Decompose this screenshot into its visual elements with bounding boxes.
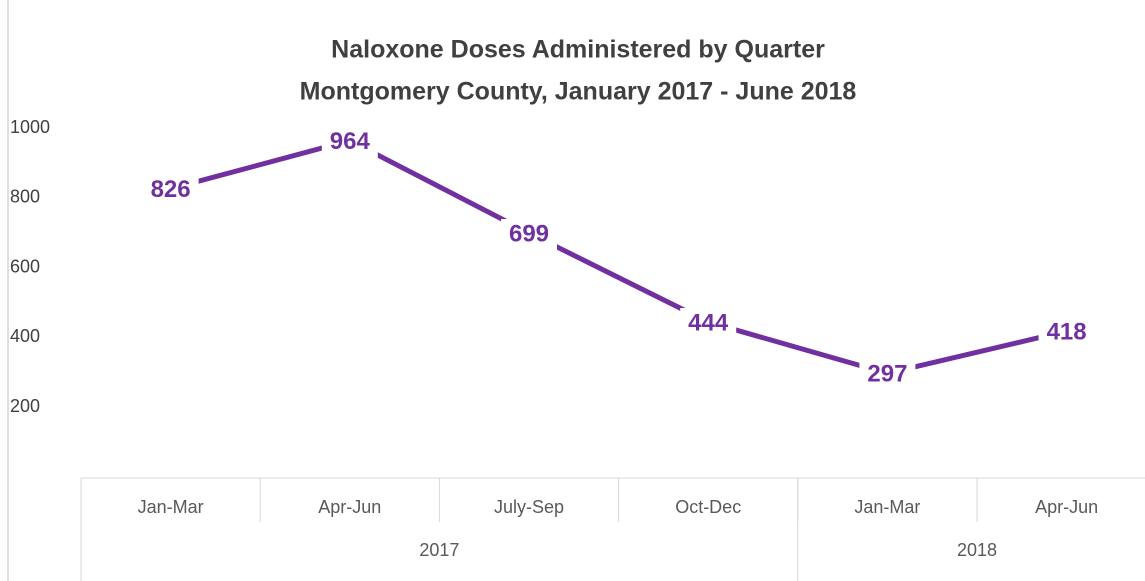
group-label: 2017: [419, 540, 459, 560]
label-background: [680, 308, 737, 341]
label-background: [1038, 317, 1095, 350]
data-label: 964: [330, 128, 371, 155]
label-background: [321, 126, 378, 159]
data-label: 826: [151, 176, 191, 203]
x-tick-label: July-Sep: [494, 497, 564, 517]
data-line: [169, 138, 1068, 376]
chart-title: Naloxone Doses Administered by Quarter: [331, 36, 825, 64]
data-label: 444: [688, 309, 729, 336]
group-label: 2018: [957, 540, 997, 560]
data-label: 699: [509, 220, 549, 247]
data-label: 297: [867, 361, 907, 388]
y-tick-label: 200: [10, 396, 40, 416]
chart-subtitle: Montgomery County, January 2017 - June 2…: [300, 78, 857, 106]
label-background: [501, 219, 557, 252]
y-tick-label: 400: [10, 326, 40, 346]
label-background: [142, 174, 199, 207]
x-tick-label: Apr-Jun: [1035, 497, 1098, 517]
x-tick-label: Apr-Jun: [318, 497, 381, 517]
label-background: [859, 359, 916, 392]
x-tick-label: Oct-Dec: [675, 497, 741, 517]
x-tick-label: Jan-Mar: [138, 497, 204, 517]
y-tick-label: 600: [10, 256, 40, 276]
data-label: 418: [1047, 318, 1087, 345]
y-tick-label: 1000: [10, 117, 50, 137]
y-tick-label: 800: [10, 187, 40, 207]
x-tick-label: Jan-Mar: [854, 497, 920, 517]
